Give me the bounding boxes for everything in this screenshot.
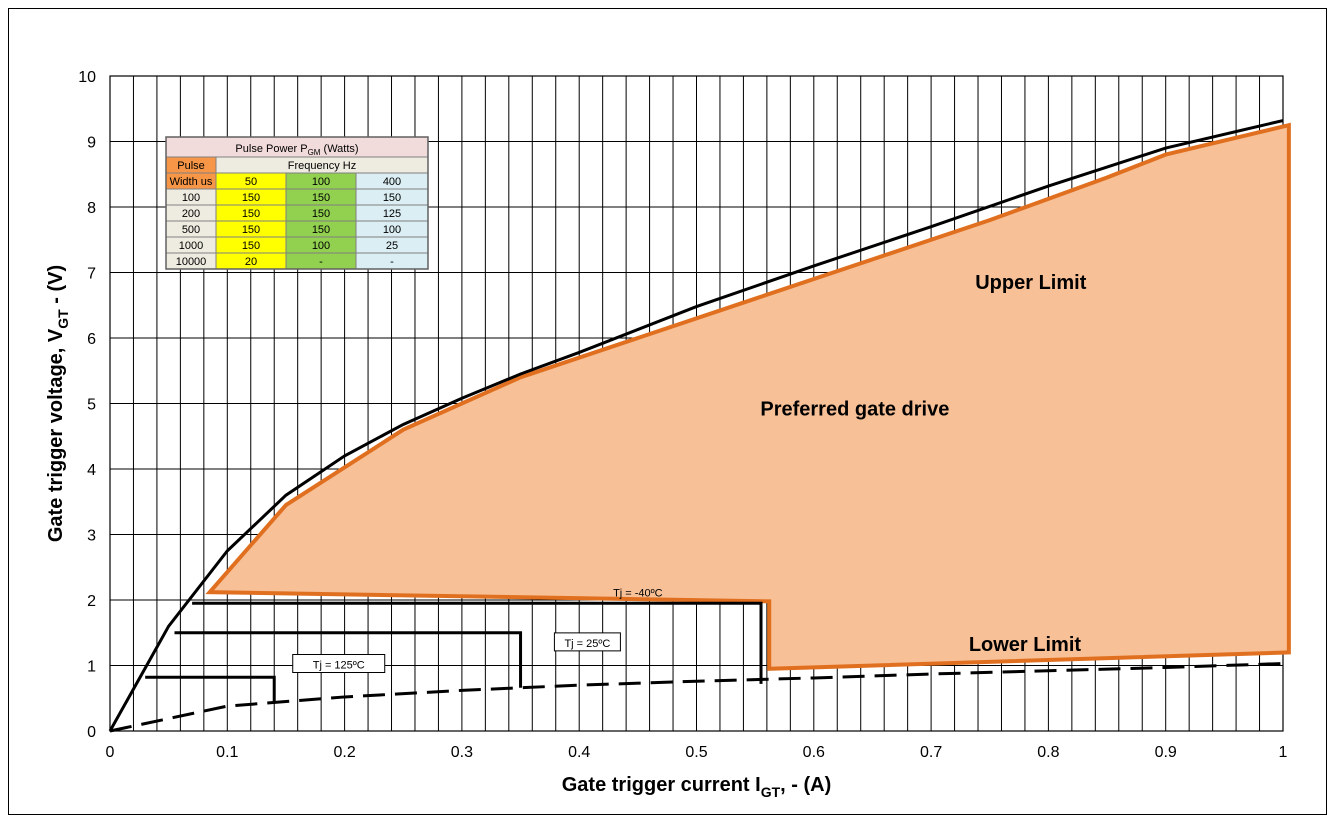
table-power-value: 20 [245, 256, 257, 268]
preferred-gate-drive-label: Preferred gate drive [760, 398, 949, 420]
table-power-value: 100 [383, 224, 401, 236]
x-tick-label: 0.8 [1037, 744, 1059, 761]
table-frequency-value: 400 [383, 176, 401, 188]
upper-limit-line [108, 119, 1284, 732]
tj-125-label: Tj = 125ºC [313, 660, 365, 672]
table-power-value: 25 [386, 240, 398, 252]
x-tick-label: 0 [106, 744, 115, 761]
preferred-gate-drive-region [205, 122, 1291, 671]
table-border [165, 136, 429, 270]
table-power-value: 150 [312, 208, 330, 220]
table-header-width: Width us [170, 176, 213, 188]
series-lines [108, 119, 1284, 733]
table-power-value: 150 [242, 208, 260, 220]
lower-limit-label: Lower Limit [969, 634, 1082, 656]
table-title: Pulse Power PGM (Watts) [235, 143, 358, 157]
x-tick-label: 1 [1279, 744, 1288, 761]
upper-limit-label: Upper Limit [975, 272, 1086, 294]
x-tick-label: 0.4 [568, 744, 590, 761]
pulse-power-table: Pulse Power PGM (Watts) Pulse Frequency Hz… [165, 136, 429, 270]
table-power-value: 125 [383, 208, 401, 220]
tj-25-label: Tj = 25ºC [564, 638, 610, 650]
y-tick-label: 0 [87, 724, 96, 741]
table-frequency-value: 100 [312, 176, 330, 188]
y-tick-label: 3 [87, 528, 96, 545]
tj-minus40-label: Tj = -40ºC [613, 587, 663, 599]
y-tick-label: 4 [87, 462, 96, 479]
y-tick-label: 2 [87, 593, 96, 610]
y-tick-label: 10 [78, 69, 96, 86]
y-tick-label: 6 [87, 331, 96, 348]
y-tick-label: 1 [87, 659, 96, 676]
lower-limit-line [109, 662, 1284, 733]
table-power-value: 150 [242, 192, 260, 204]
y-axis-title: Gate trigger voltage, VGT - (V) [45, 265, 71, 542]
x-tick-label: 0.7 [920, 744, 942, 761]
table-pulse-width-value: 500 [182, 224, 200, 236]
preferred-region [205, 122, 1291, 671]
table-power-value: - [390, 256, 394, 268]
y-tick-label: 8 [87, 200, 96, 217]
tj-125-label-box [292, 654, 386, 673]
x-axis-title: Gate trigger current IGT, - (A) [562, 774, 831, 800]
y-tick-label: 5 [87, 397, 96, 414]
table-header-frequency: Frequency Hz [288, 160, 356, 172]
x-tick-label: 0.3 [451, 744, 473, 761]
tj-step-line [174, 631, 523, 688]
table-header-pulse: Pulse [177, 160, 205, 172]
x-tick-label: 0.5 [685, 744, 707, 761]
x-tick-label: 0.9 [1155, 744, 1177, 761]
table-power-value: - [319, 256, 323, 268]
ticks: 0 0.1 0.2 0.3 0.4 0.5 0.6 0.7 0.8 0.9 101234567891… [78, 69, 1287, 761]
x-tick-label: 0.2 [333, 744, 355, 761]
tj-25-label-box [553, 632, 621, 652]
table-frequency-value: 50 [245, 176, 257, 188]
table-pulse-width-value: 200 [182, 208, 200, 220]
table-power-value: 150 [242, 240, 260, 252]
x-tick-label: 0.6 [803, 744, 825, 761]
table-pulse-width-value: 100 [182, 192, 200, 204]
table-power-value: 150 [383, 192, 401, 204]
table-power-value: 150 [312, 224, 330, 236]
table-pulse-width-value: 1000 [179, 240, 203, 252]
table-power-value: 100 [312, 240, 330, 252]
y-tick-label: 9 [87, 135, 96, 152]
labels: Gate trigger current IGT, - (A) Gate trig… [45, 265, 1087, 800]
table-pulse-width-value: 10000 [176, 256, 207, 268]
y-tick-label: 7 [87, 266, 96, 283]
table-power-value: 150 [312, 192, 330, 204]
table-power-value: 150 [242, 224, 260, 236]
tj-step-line [192, 601, 763, 684]
x-tick-label: 0.1 [216, 744, 238, 761]
tj-step-line [145, 675, 276, 702]
